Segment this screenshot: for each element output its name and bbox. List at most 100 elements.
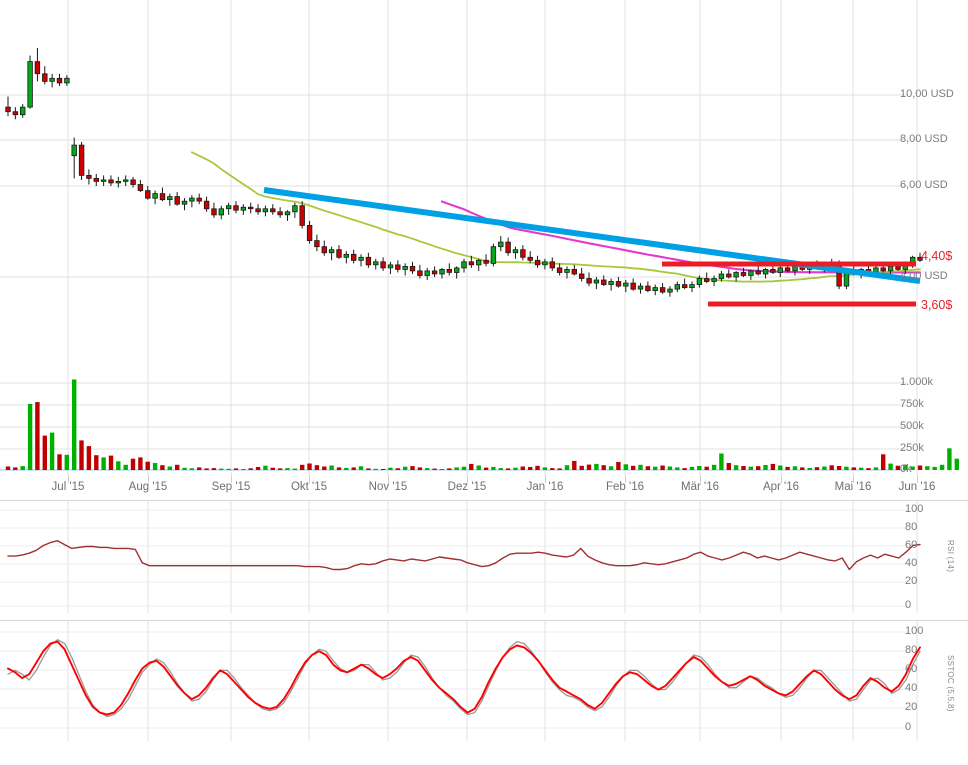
candlestick — [623, 280, 629, 293]
rsi-panel-divider — [0, 500, 968, 501]
volume-bar — [27, 403, 33, 470]
candlestick — [740, 267, 747, 277]
volume-bar — [20, 466, 25, 470]
x-axis-tick-mark — [309, 475, 310, 483]
rsi-axis-tick: 100 — [905, 503, 924, 515]
volume-bar — [800, 467, 805, 470]
candlestick — [726, 269, 732, 279]
candlestick — [64, 75, 70, 86]
volume-bar — [770, 463, 776, 470]
volume-bar — [711, 464, 717, 470]
volume-bar — [542, 467, 548, 470]
stochastic-panel[interactable] — [0, 621, 968, 741]
x-axis-tick: Apr '16 — [762, 481, 800, 493]
candlestick — [270, 204, 276, 215]
x-axis-tick-mark — [148, 475, 149, 483]
candlestick — [34, 47, 41, 82]
candlestick — [534, 255, 541, 268]
volume-bar — [101, 457, 106, 470]
candlestick — [27, 55, 33, 109]
price-plot[interactable] — [0, 0, 968, 362]
volume-bar — [836, 466, 842, 470]
volume-bar — [792, 466, 798, 470]
volume-bar — [189, 468, 195, 470]
volume-bar — [756, 466, 761, 470]
x-axis-tick: Feb '16 — [606, 481, 644, 493]
candlestick — [284, 210, 291, 221]
stoch-k-line — [7, 639, 921, 718]
stochastic-axis-tick: 40 — [905, 682, 918, 694]
candlestick — [667, 286, 673, 297]
price-axis-tick: 6,00 USD — [900, 179, 948, 191]
volume-bar — [491, 466, 496, 470]
candlestick — [417, 264, 423, 279]
volume-axis-tick: 750k — [900, 398, 924, 410]
candlestick — [483, 254, 489, 267]
candlestick — [409, 261, 416, 274]
volume-bar — [219, 468, 224, 470]
volume-panel[interactable] — [0, 362, 968, 475]
candlestick — [321, 240, 327, 256]
volume-bar — [351, 467, 356, 470]
candlestick — [262, 205, 269, 217]
volume-bar — [263, 465, 268, 470]
volume-bar — [616, 462, 621, 470]
price-level-tag: 4,40$ — [921, 249, 953, 263]
rsi-axis-tick: 40 — [905, 557, 918, 569]
volume-bar — [557, 468, 562, 470]
price-axis-tick: 10,00 USD — [900, 88, 954, 100]
volume-bar — [697, 466, 702, 470]
volume-bar — [873, 467, 879, 470]
candlestick — [439, 267, 445, 279]
x-axis-tick-mark — [467, 475, 468, 483]
price-panel[interactable] — [0, 0, 968, 362]
stoch-d-line — [7, 640, 921, 716]
candlestick — [12, 107, 19, 120]
candlestick — [395, 260, 401, 273]
volume-bar — [689, 467, 695, 470]
volume-bar — [292, 468, 297, 470]
candlestick — [373, 258, 379, 270]
volume-bar — [211, 468, 217, 470]
volume-bar — [594, 463, 599, 470]
volume-bar — [778, 465, 783, 470]
candlestick — [468, 255, 475, 268]
volume-bar — [204, 468, 209, 470]
stochastic-plot[interactable] — [0, 621, 968, 741]
candlestick — [586, 272, 592, 287]
candlestick — [336, 245, 342, 259]
candlestick — [762, 267, 769, 279]
volume-bar — [307, 463, 312, 470]
volume-bar — [152, 463, 158, 470]
candlestick — [71, 137, 77, 179]
x-axis-tick-mark — [625, 475, 626, 483]
volume-bar — [403, 466, 408, 470]
volume-bar — [608, 466, 614, 470]
volume-bar — [638, 464, 643, 470]
volume-bar — [528, 467, 533, 470]
x-axis-tick: Mai '16 — [834, 481, 872, 493]
candlestick — [579, 267, 585, 282]
volume-bar — [550, 468, 555, 470]
candlestick — [601, 275, 607, 287]
candlestick — [498, 236, 504, 252]
volume-bar — [42, 435, 47, 470]
rsi-panel[interactable] — [0, 501, 968, 613]
volume-bar — [322, 466, 327, 470]
stochastic-axis-tick: 100 — [905, 625, 924, 637]
volume-bar — [888, 463, 893, 470]
volume-plot[interactable] — [0, 362, 968, 475]
volume-bar — [64, 454, 69, 470]
candlestick — [145, 186, 151, 200]
volume-axis-tick: 250k — [900, 442, 924, 454]
volume-bar — [564, 465, 570, 470]
candlestick — [630, 278, 636, 291]
x-axis-tick-mark — [231, 475, 232, 483]
candlestick — [42, 66, 48, 85]
volume-bar — [277, 468, 283, 470]
x-axis-tick: Jul '15 — [51, 481, 85, 493]
volume-bar — [763, 465, 768, 470]
rsi-axis-tick: 20 — [905, 575, 918, 587]
rsi-plot[interactable] — [0, 501, 968, 613]
candlestick — [453, 266, 460, 279]
